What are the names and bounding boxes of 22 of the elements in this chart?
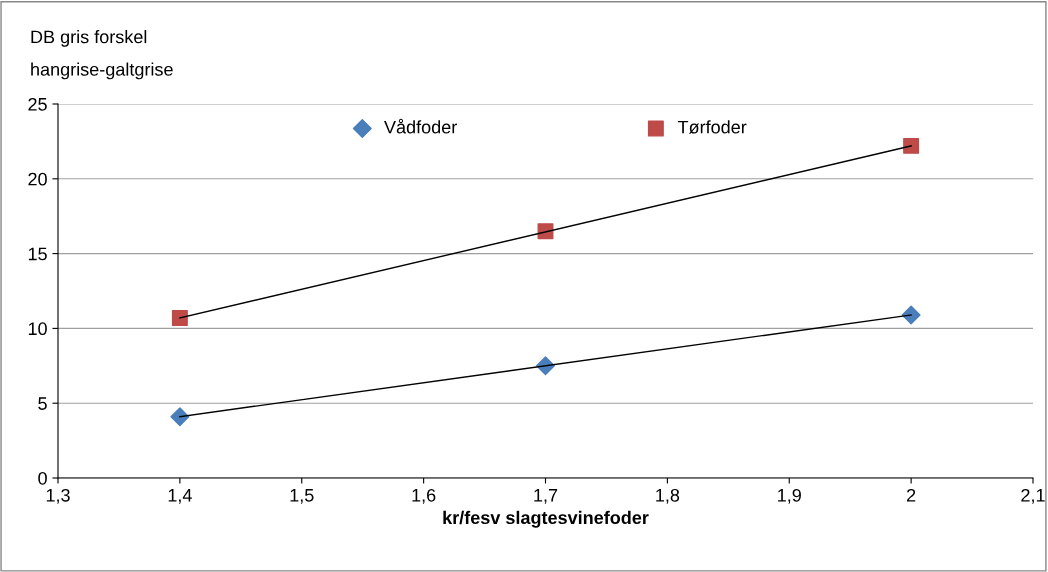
x-tick-label: 1,5 (290, 489, 314, 504)
point (170, 407, 190, 427)
x-tick-label: 1,6 (412, 488, 436, 504)
y-tick-label: 15 (28, 247, 47, 261)
y-tick-label: 20 (28, 172, 47, 186)
x-tick-label: 2 (907, 488, 916, 502)
x-tick-label: 1,9 (778, 488, 801, 504)
y-tick-label: 10 (28, 322, 47, 336)
point (171, 309, 188, 326)
x-tick-label: 2,1 (1021, 488, 1045, 504)
point (903, 137, 920, 154)
x-tick-label: 1,8 (656, 488, 680, 504)
legend-label: Tørfoder (677, 120, 747, 134)
x-tick-label: 1,3 (46, 488, 70, 504)
y-axis-title: DB gris forskel hangrise-galtgrise (31, 30, 173, 80)
x-tick-label: 1,4 (168, 489, 192, 504)
y-tick-label: 25 (28, 97, 47, 111)
y-tick-label: 0 (38, 471, 47, 485)
x-tick-label: 1,7 (534, 489, 558, 504)
x-axis-title: kr/fesv slagtesvinefoder (443, 510, 649, 528)
y-tick-label: 5 (38, 397, 47, 410)
legend-label: Vådfoder (384, 118, 457, 134)
